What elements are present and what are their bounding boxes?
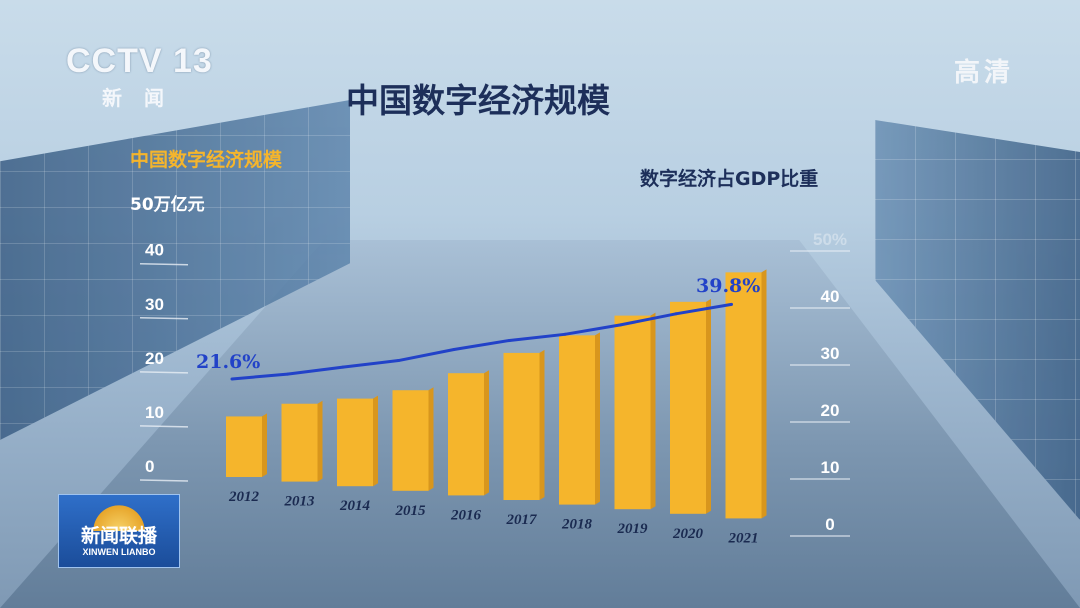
cctv-logo: CCTV 13 <box>66 42 213 80</box>
x-tick-label: 2012 <box>228 489 260 505</box>
share-point <box>341 365 345 369</box>
hd-badge: 高清 <box>953 58 1014 88</box>
right-tick-label: 0 <box>825 515 834 534</box>
bar-side <box>595 332 600 505</box>
bar <box>448 373 484 496</box>
left-tick-line <box>139 425 189 428</box>
share-point <box>674 312 678 316</box>
x-tick-label: 2017 <box>506 512 538 528</box>
x-tick-label: 2018 <box>561 517 593 533</box>
x-tick-label: 2019 <box>617 521 649 537</box>
bar-side <box>373 395 378 487</box>
program-name-cn: 新闻联播 <box>80 525 157 547</box>
left-tick-label: 0 <box>145 457 154 476</box>
bar-side <box>761 269 767 519</box>
left-axis-unit: 50万亿元 <box>130 195 205 215</box>
channel-sub-label: 新闻 <box>102 86 186 110</box>
share-point <box>452 347 456 351</box>
bar <box>670 301 706 514</box>
left-tick-line <box>139 262 189 266</box>
x-tick-label: 2015 <box>395 503 427 519</box>
right-tick-label: 30 <box>821 344 840 363</box>
x-tick-label: 2021 <box>728 530 759 546</box>
right-tick-label: 50% <box>813 230 847 249</box>
bar-side <box>650 312 656 510</box>
right-tick-label: 40 <box>821 287 840 306</box>
program-name-en: XINWEN LIANBO <box>82 547 156 557</box>
x-tick-label: 2020 <box>672 526 704 542</box>
left-tick-label: 10 <box>145 403 164 422</box>
left-tick-line <box>139 317 189 320</box>
bar-side <box>262 413 267 477</box>
bar <box>281 403 318 482</box>
bar <box>725 272 762 519</box>
chart-title: 中国数字经济规模 <box>346 81 610 120</box>
share-point <box>508 338 511 342</box>
left-tick-line <box>139 371 189 374</box>
bar <box>503 352 540 500</box>
share-point <box>563 332 567 336</box>
bar-side <box>706 298 711 514</box>
right-tick-label: 20 <box>821 401 840 420</box>
left-tick-label: 20 <box>145 349 164 368</box>
program-logo: 新闻联播 XINWEN LIANBO <box>58 494 180 568</box>
right-tick-label: 10 <box>821 458 840 477</box>
left-tick-line <box>139 479 189 482</box>
bar <box>226 416 262 477</box>
x-tick-label: 2014 <box>339 498 371 514</box>
bar-side <box>428 387 434 491</box>
end-value-label: 39.8% <box>696 275 760 297</box>
share-point <box>730 302 733 306</box>
right-axis-title: 数字经济占GDP比重 <box>640 168 819 190</box>
share-point <box>286 372 289 376</box>
share-line <box>231 302 732 381</box>
left-tick-label: 40 <box>145 241 164 260</box>
start-value-label: 21.6% <box>196 351 260 373</box>
share-point <box>619 323 622 327</box>
x-tick-label: 2013 <box>284 494 316 510</box>
bar <box>559 335 595 505</box>
bar <box>614 315 651 510</box>
bar <box>392 390 429 491</box>
bar-side <box>539 349 545 500</box>
left-tick-label: 30 <box>145 295 164 314</box>
share-point <box>230 377 234 381</box>
left-axis-title: 中国数字经济规模 <box>130 149 283 171</box>
bar-side <box>317 400 323 482</box>
bar <box>337 398 373 487</box>
x-tick-label: 2016 <box>450 507 482 523</box>
bar-side <box>484 370 489 496</box>
share-point <box>397 359 400 363</box>
